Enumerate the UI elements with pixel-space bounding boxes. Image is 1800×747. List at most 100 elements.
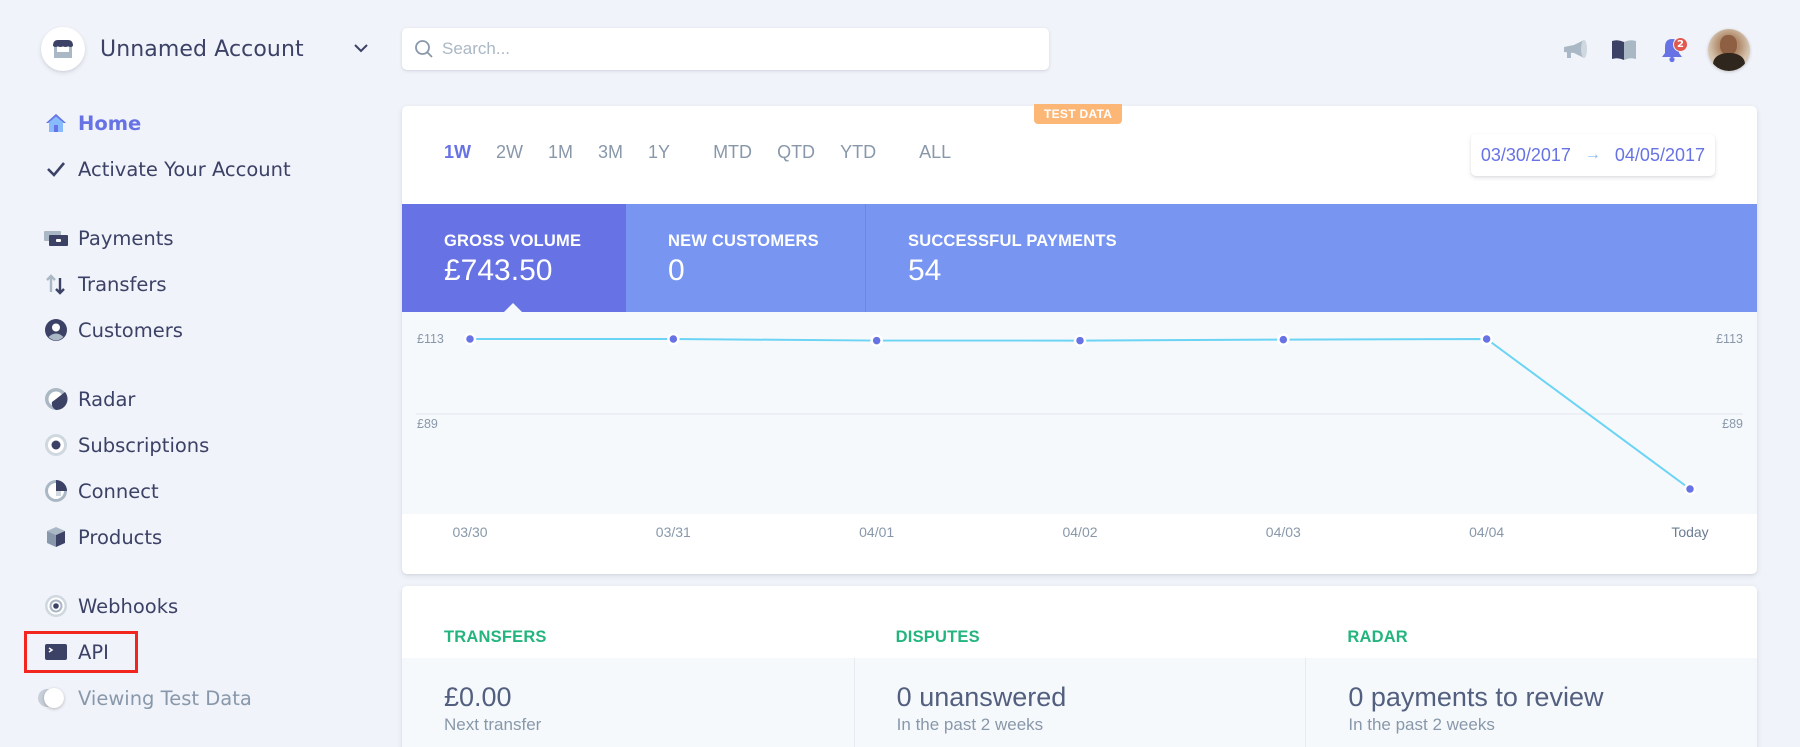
notification-badge: 2 bbox=[1673, 37, 1688, 52]
date-range-picker[interactable]: 03/30/2017 → 04/05/2017 bbox=[1470, 134, 1715, 176]
subscriptions-icon bbox=[44, 433, 68, 457]
avatar[interactable] bbox=[1708, 29, 1750, 71]
search-box[interactable] bbox=[402, 28, 1049, 70]
radar-sub: In the past 2 weeks bbox=[1348, 715, 1495, 734]
sidebar-item-label: Subscriptions bbox=[78, 433, 210, 457]
x-tick-label: 03/31 bbox=[655, 524, 691, 540]
test-data-toggle-row[interactable]: Viewing Test Data bbox=[38, 675, 304, 721]
data-point[interactable] bbox=[1073, 334, 1087, 347]
sidebar-item-activate-account[interactable]: Activate Your Account bbox=[44, 146, 304, 192]
sidebar-item-label: Payments bbox=[78, 226, 174, 250]
test-data-badge: TEST DATA bbox=[1034, 104, 1123, 124]
data-point[interactable] bbox=[1683, 482, 1697, 496]
sidebar-item-products[interactable]: Products bbox=[44, 514, 304, 560]
range-tab-mtd[interactable]: MTD bbox=[713, 142, 753, 162]
disputes-link[interactable]: DISPUTES bbox=[895, 628, 980, 646]
range-tab-1y[interactable]: 1Y bbox=[648, 142, 671, 162]
sidebar-item-home[interactable]: Home bbox=[44, 100, 304, 146]
sidebar-item-label: Customers bbox=[78, 318, 183, 342]
data-point[interactable] bbox=[463, 332, 477, 346]
data-point[interactable] bbox=[1277, 333, 1290, 346]
line-chart: £113 £89 £113 £89 bbox=[402, 312, 1757, 514]
y-tick-left: £89 bbox=[417, 417, 438, 431]
chart-plot bbox=[416, 332, 1743, 496]
search-icon bbox=[415, 40, 433, 58]
chevron-down-icon bbox=[354, 44, 368, 53]
account-switcher[interactable]: Unnamed Account bbox=[41, 27, 371, 71]
customers-icon bbox=[44, 318, 68, 342]
disputes-value: 0 unanswered bbox=[896, 682, 1067, 712]
sidebar-item-label: Radar bbox=[78, 387, 136, 411]
sidebar-item-label: Activate Your Account bbox=[78, 157, 291, 181]
sidebar-item-label: Webhooks bbox=[78, 594, 179, 618]
home-icon bbox=[44, 111, 68, 135]
date-from: 03/30/2017 bbox=[1480, 144, 1571, 165]
range-tab-3m[interactable]: 3M bbox=[598, 142, 624, 162]
sidebar-nav: Home Activate Your Account Payments Tran… bbox=[24, 100, 304, 721]
metric-label: GROSS VOLUME bbox=[444, 232, 582, 250]
x-axis-labels: 03/30 03/31 04/01 04/02 04/03 04/04 Today bbox=[402, 524, 1757, 544]
range-tab-2w[interactable]: 2W bbox=[496, 142, 523, 162]
data-point[interactable] bbox=[667, 332, 680, 346]
search-input[interactable] bbox=[442, 39, 1032, 59]
metric-label: SUCCESSFUL PAYMENTS bbox=[908, 232, 1117, 250]
x-tick-label: 03/30 bbox=[452, 524, 488, 540]
sidebar-item-label: Transfers bbox=[78, 272, 167, 296]
range-tab-1m[interactable]: 1M bbox=[548, 142, 574, 162]
range-tab-qtd[interactable]: QTD bbox=[777, 142, 816, 162]
webhooks-icon bbox=[44, 594, 68, 618]
arrow-right-icon: → bbox=[1584, 146, 1601, 163]
radar-icon bbox=[44, 387, 68, 411]
sidebar-item-api[interactable]: API bbox=[24, 629, 304, 675]
transfers-link[interactable]: TRANSFERS bbox=[444, 628, 547, 646]
metric-new-customers[interactable]: NEW CUSTOMERS 0 bbox=[626, 204, 866, 312]
test-data-toggle-label: Viewing Test Data bbox=[78, 686, 252, 710]
x-tick-label: Today bbox=[1671, 524, 1709, 540]
metric-value: 54 bbox=[908, 254, 942, 287]
top-icons: 2 bbox=[1560, 29, 1750, 71]
docs-button[interactable] bbox=[1608, 34, 1640, 66]
connect-icon bbox=[44, 479, 68, 503]
x-tick-label: 04/02 bbox=[1062, 524, 1098, 540]
range-tab-all[interactable]: ALL bbox=[919, 142, 952, 162]
x-tick-label: 04/03 bbox=[1265, 524, 1301, 540]
terminal-icon bbox=[44, 640, 68, 664]
radar-link[interactable]: RADAR bbox=[1347, 628, 1408, 646]
metric-label: NEW CUSTOMERS bbox=[668, 232, 819, 250]
summary-card: TRANSFERS DISPUTES RADAR £0.00 Next tran… bbox=[402, 586, 1757, 747]
metrics-bar: GROSS VOLUME £743.50 NEW CUSTOMERS 0 SUC… bbox=[402, 204, 1757, 312]
sidebar-item-radar[interactable]: Radar bbox=[44, 376, 304, 422]
metric-gross-volume[interactable]: GROSS VOLUME £743.50 bbox=[402, 204, 626, 312]
sidebar-item-payments[interactable]: Payments bbox=[44, 215, 304, 261]
range-tab-1w[interactable]: 1W bbox=[444, 142, 471, 162]
test-data-toggle[interactable] bbox=[38, 688, 64, 708]
book-icon bbox=[1612, 40, 1636, 60]
megaphone-icon bbox=[1564, 40, 1587, 58]
sidebar-item-label: Home bbox=[78, 111, 142, 135]
range-tabs: 1W 2W 1M 3M 1Y MTD QTD YTD ALL bbox=[444, 142, 976, 163]
data-point[interactable] bbox=[1480, 332, 1493, 346]
sidebar-item-webhooks[interactable]: Webhooks bbox=[44, 583, 304, 629]
disputes-sub: In the past 2 weeks bbox=[896, 715, 1044, 734]
date-to: 04/05/2017 bbox=[1614, 144, 1705, 165]
data-point[interactable] bbox=[870, 334, 883, 347]
metric-successful-payments[interactable]: SUCCESSFUL PAYMENTS 54 bbox=[866, 204, 1117, 312]
gross-volume-card: 1W 2W 1M 3M 1Y MTD QTD YTD ALL 03/30/201… bbox=[402, 106, 1757, 574]
sidebar-item-connect[interactable]: Connect bbox=[44, 468, 304, 514]
sidebar-item-label: Connect bbox=[78, 479, 159, 503]
sidebar-item-transfers[interactable]: Transfers bbox=[44, 261, 304, 307]
transfers-value: £0.00 bbox=[444, 682, 512, 712]
metric-value: 0 bbox=[668, 254, 685, 287]
check-icon bbox=[44, 157, 68, 181]
x-tick-label: 04/01 bbox=[859, 524, 895, 540]
sidebar-item-subscriptions[interactable]: Subscriptions bbox=[44, 422, 304, 468]
y-tick-right: £89 bbox=[1722, 417, 1743, 431]
announcements-button[interactable] bbox=[1560, 34, 1592, 66]
payments-icon bbox=[44, 226, 68, 250]
x-tick-label: 04/04 bbox=[1469, 524, 1505, 540]
y-tick-right: £113 bbox=[1716, 332, 1743, 346]
range-tab-ytd[interactable]: YTD bbox=[840, 142, 877, 162]
radar-value: 0 payments to review bbox=[1348, 682, 1604, 712]
sidebar-item-customers[interactable]: Customers bbox=[44, 307, 304, 353]
notifications-button[interactable]: 2 bbox=[1656, 34, 1688, 66]
